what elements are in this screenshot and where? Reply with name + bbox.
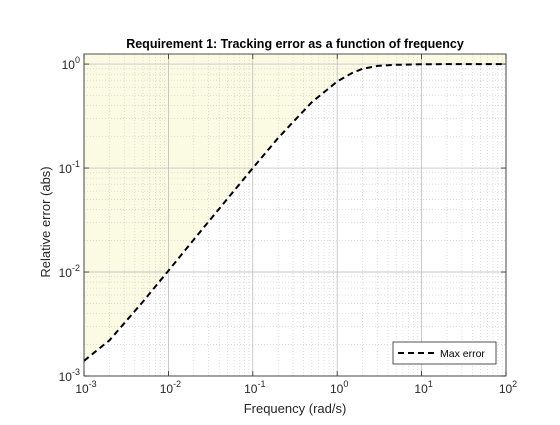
x-tick-label: 102: [499, 379, 517, 396]
tick-layer: [83, 54, 507, 377]
legend-entry-max-error: Max error: [440, 348, 485, 360]
series-layer: [83, 63, 506, 362]
x-tick-label: 101: [414, 379, 432, 396]
chart-title: Requirement 1: Tracking error as a funct…: [126, 37, 464, 51]
tick-label-layer: 10-3 10-2 10-1 100 101 102 10-3 10-2 10-1 100: [59, 55, 518, 396]
x-tick-label: 10-2: [160, 379, 181, 396]
y-axis-label: Relative error (abs): [38, 166, 53, 277]
y-tick-label: 10-1: [59, 159, 80, 176]
x-axis-label: Frequency (rad/s): [244, 401, 347, 416]
x-tick-label: 10-3: [75, 379, 96, 396]
x-tick-label: 10-1: [244, 379, 265, 396]
legend-box: [392, 341, 497, 365]
y-tick-label: 100: [62, 55, 80, 72]
violation-region-layer: [84, 54, 506, 361]
axes-box: [83, 53, 507, 377]
y-tick-label: 10-3: [59, 367, 80, 384]
series-line-max-error: [83, 63, 506, 362]
legend[interactable]: Max error: [392, 341, 497, 365]
violation-region: [84, 54, 506, 361]
x-tick-label: 100: [330, 379, 348, 396]
y-tick-label: 10-2: [59, 263, 80, 280]
